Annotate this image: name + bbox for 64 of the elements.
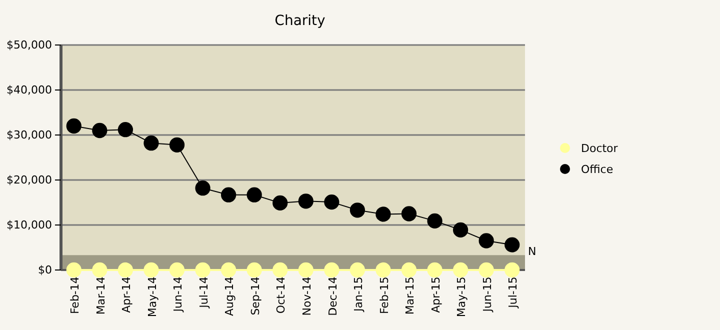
point — [324, 194, 340, 210]
point — [324, 262, 340, 278]
point — [169, 262, 185, 278]
point — [92, 262, 108, 278]
x-tick-label: Dec-14 — [326, 276, 340, 316]
point — [401, 206, 417, 222]
point — [220, 262, 236, 278]
point — [427, 262, 442, 278]
point — [92, 122, 108, 138]
point — [144, 262, 159, 278]
y-tick-label: $30,000 — [6, 128, 52, 142]
x-tick-label: Aug-14 — [223, 276, 236, 316]
point — [478, 262, 494, 278]
point — [376, 206, 391, 222]
x-tick-label: Jan-15 — [352, 276, 366, 313]
point — [246, 187, 262, 202]
point — [350, 202, 366, 218]
point — [272, 195, 288, 211]
point — [195, 262, 210, 278]
point — [452, 222, 468, 238]
y-tick-label: $10,000 — [6, 218, 52, 232]
point — [66, 262, 82, 278]
point — [504, 262, 520, 278]
x-tick-label: Jun-14 — [172, 276, 185, 313]
point — [427, 213, 442, 229]
band-label: N — [528, 245, 536, 258]
point — [478, 233, 494, 248]
point — [246, 262, 262, 278]
x-tick-label: Mar-14 — [94, 276, 108, 315]
x-tick-label: Jul-14 — [197, 276, 210, 309]
x-tick-label: Oct-14 — [274, 276, 288, 314]
x-tick-label: Apr-14 — [120, 276, 134, 313]
x-tick-label: Nov-14 — [300, 276, 314, 316]
point — [272, 262, 288, 278]
point — [118, 262, 134, 278]
x-tick-label: Feb-14 — [68, 276, 82, 314]
point — [169, 137, 185, 152]
x-tick-label: May-15 — [455, 276, 468, 318]
x-tick-label: Mar-15 — [404, 276, 417, 315]
legend-label: Doctor — [581, 142, 618, 155]
point — [504, 237, 520, 252]
x-tick-label: May-14 — [146, 276, 159, 318]
point — [144, 136, 159, 151]
y-tick-label: $20,000 — [6, 174, 52, 187]
y-tick-label: $40,000 — [6, 84, 52, 97]
point — [401, 262, 417, 278]
y-tick-label: $50,000 — [6, 38, 52, 52]
x-tick-label: Jun-15 — [480, 276, 494, 313]
x-tick-label: Feb-15 — [378, 276, 391, 314]
point — [376, 262, 391, 278]
point — [452, 262, 468, 278]
point — [298, 194, 314, 209]
x-tick-label: Jul-15 — [506, 276, 520, 309]
point — [350, 262, 366, 278]
point — [195, 180, 210, 196]
point — [220, 187, 236, 202]
point — [118, 122, 134, 138]
x-tick-label: Apr-15 — [429, 276, 442, 313]
point — [298, 262, 314, 278]
chart-title: Charity — [274, 13, 326, 29]
legend-label: Office — [581, 163, 614, 176]
point — [66, 118, 82, 134]
y-tick-label: $0 — [38, 264, 52, 277]
x-tick-label: Sep-14 — [248, 276, 262, 316]
